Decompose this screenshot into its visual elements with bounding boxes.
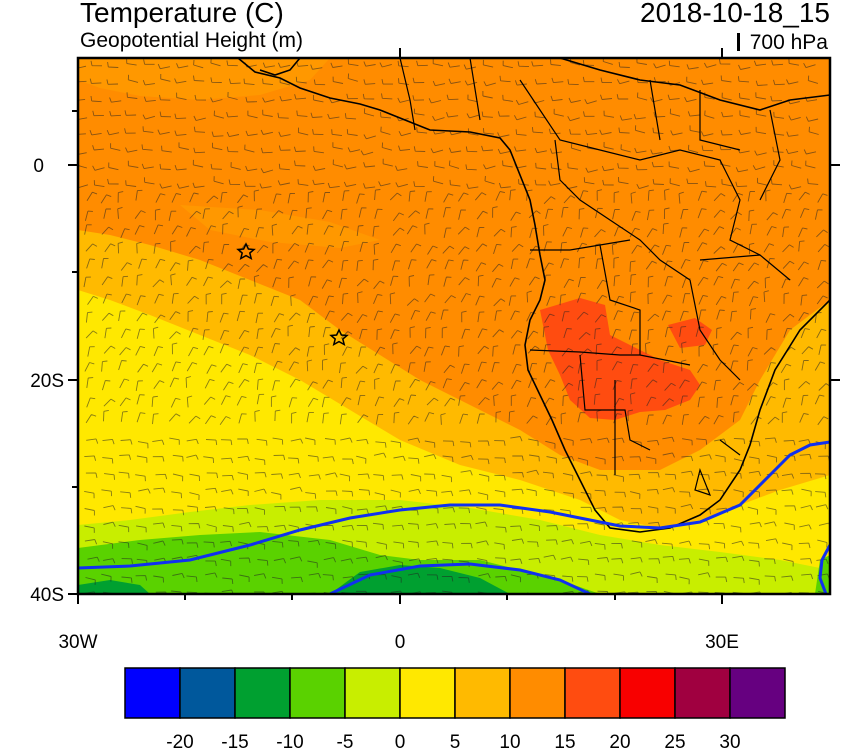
station-markers <box>236 242 349 347</box>
colorbar-label: 30 <box>719 732 740 750</box>
height-contour-east <box>818 544 830 594</box>
colorbar-swatch <box>344 667 401 719</box>
colorbar-label: 15 <box>554 732 575 750</box>
station-star-1 <box>236 242 256 261</box>
colorbar-swatch <box>674 667 731 719</box>
colorbar: -20 -15 -10 -5 0 5 10 15 20 25 30 <box>124 667 786 750</box>
band-20-25 <box>540 298 700 420</box>
band-m10-m5 <box>330 565 510 594</box>
height-contour-south <box>78 440 830 570</box>
wind-barbs <box>78 58 830 594</box>
colorbar-label: -10 <box>276 732 303 750</box>
axis-ticks <box>68 48 840 604</box>
colorbar-swatch <box>289 667 346 719</box>
lon-label-30w: 30W <box>58 632 97 653</box>
map-frame <box>76 56 832 596</box>
map-title: Temperature (C) <box>80 0 284 28</box>
colorbar-swatch <box>179 667 236 719</box>
colorbar-label: -20 <box>166 732 193 750</box>
colorbar-swatch <box>564 667 621 719</box>
lon-label-30e: 30E <box>705 632 739 653</box>
lat-label-20s: 20S <box>30 371 64 392</box>
pressure-level-text: 700 hPa <box>749 31 828 54</box>
colorbar-swatch <box>399 667 456 719</box>
pressure-level: 700 hPa <box>736 31 828 54</box>
height-contours <box>78 440 830 594</box>
colorbar-label: 5 <box>450 732 461 750</box>
coastlines <box>237 58 830 533</box>
colorbar-label: 0 <box>395 732 406 750</box>
colorbar-label: 25 <box>664 732 685 750</box>
colorbar-label: 10 <box>499 732 520 750</box>
lon-label-0: 0 <box>395 632 406 653</box>
colorbar-swatch <box>729 667 786 719</box>
lat-label-0: 0 <box>33 156 44 177</box>
colorbar-label: -15 <box>221 732 248 750</box>
colorbar-swatch <box>234 667 291 719</box>
height-contour-low <box>329 562 591 594</box>
colorbar-label: 20 <box>609 732 630 750</box>
map-subtitle: Geopotential Height (m) <box>80 29 303 52</box>
valid-datetime: 2018-10-18_15 <box>640 0 830 28</box>
lat-label-40s: 40S <box>30 585 64 606</box>
colorbar-swatch <box>619 667 676 719</box>
colorbar-swatch <box>124 667 181 719</box>
temperature-field <box>78 58 830 594</box>
colorbar-swatch <box>509 667 566 719</box>
colorbar-swatch <box>454 667 511 719</box>
colorbar-label: -5 <box>337 732 354 750</box>
station-star-2 <box>329 328 349 347</box>
